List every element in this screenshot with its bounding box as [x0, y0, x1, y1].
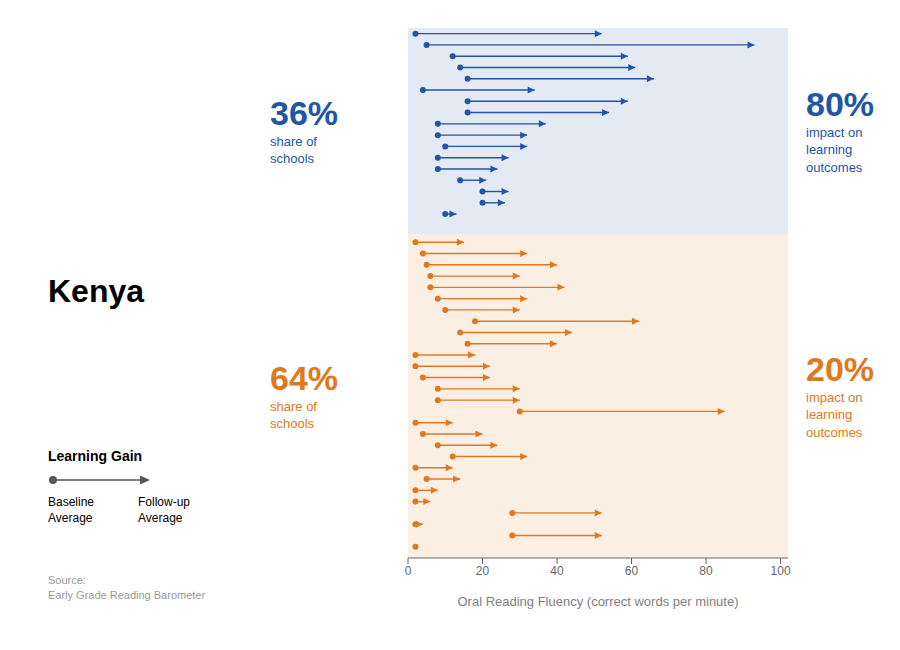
html-text:20%: 20% — [806, 350, 875, 389]
html-text:share of schools: share of schools — [270, 133, 317, 167]
svg-text:40: 40 — [550, 564, 564, 578]
html-text:Kenya: Kenya — [48, 273, 144, 309]
html-text:Follow-up Average: Follow-up Average — [138, 495, 190, 526]
svg-text:Oral Reading Fluency (correct: Oral Reading Fluency (correct words per … — [457, 594, 738, 609]
html-text:Learning Gain: Learning Gain — [48, 448, 143, 464]
html-text:share of schools: share of schools — [270, 398, 317, 432]
svg-text:60: 60 — [625, 564, 639, 578]
html-text:Baseline Average: Baseline Average — [48, 495, 94, 526]
html-text:impact on learning outcomes: impact on learning outcomes — [806, 125, 863, 176]
html-text:Source: Early Grade Reading Ba: Source: Early Grade Reading Barometer — [48, 574, 206, 601]
html-text:80%: 80% — [806, 85, 875, 124]
html-text:36%: 36% — [270, 93, 339, 132]
html-text:impact on learning outcomes: impact on learning outcomes — [806, 390, 863, 441]
svg-text:20: 20 — [476, 564, 490, 578]
svg-text:100: 100 — [771, 564, 791, 578]
html-text:64%: 64% — [270, 358, 339, 397]
svg-text:80: 80 — [699, 564, 713, 578]
svg-text:0: 0 — [405, 564, 412, 578]
